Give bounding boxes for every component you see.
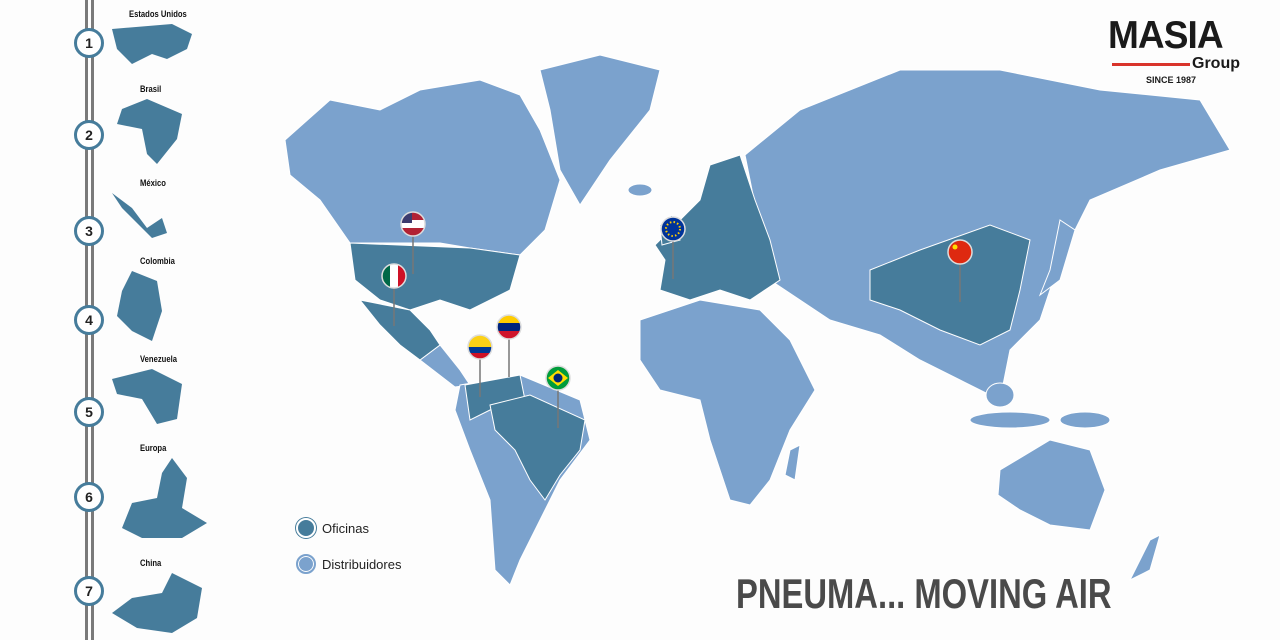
timeline-step-3: 3: [74, 216, 104, 246]
madagascar: [784, 444, 801, 481]
greenland: [539, 54, 661, 206]
timeline-label: China: [140, 558, 162, 568]
timeline-step-7: 7: [74, 576, 104, 606]
timeline-label: Brasil: [140, 84, 162, 94]
indonesia: [969, 411, 1051, 429]
legend-office: Oficinas: [296, 518, 369, 538]
china: [869, 224, 1031, 346]
venezuela-flag-icon[interactable]: [496, 314, 522, 377]
country-silhouette: [112, 573, 202, 633]
us-flag-icon[interactable]: [400, 211, 426, 274]
eu-flag-icon[interactable]: [660, 216, 686, 279]
country-silhouette: [117, 271, 162, 341]
iceland: [627, 183, 653, 197]
timeline-step-5: 5: [74, 397, 104, 427]
borneo: [985, 382, 1015, 408]
timeline-label: Estados Unidos: [129, 9, 187, 19]
logo-since: SINCE 1987: [1146, 75, 1197, 85]
europe: [654, 154, 781, 301]
masia-logo: MASIA Group SINCE 1987: [1108, 14, 1248, 88]
legend-distributor-label: Distribuidores: [322, 556, 402, 572]
timeline-label: Colombia: [140, 256, 175, 266]
mexico-flag-icon[interactable]: [381, 263, 407, 326]
country-silhouette: [112, 24, 192, 64]
new-zealand: [1128, 534, 1161, 582]
new-guinea: [1059, 411, 1111, 429]
colombia-flag-icon[interactable]: [467, 334, 493, 397]
canada-alaska: [284, 79, 561, 256]
distributor-swatch: [296, 554, 316, 574]
legend-office-label: Oficinas: [322, 520, 369, 536]
logo-name: MASIA: [1108, 14, 1224, 57]
country-silhouette: [112, 369, 182, 424]
timeline-label: Venezuela: [140, 354, 178, 364]
timeline-label: Europa: [140, 443, 167, 453]
mexico: [358, 299, 441, 361]
timeline-step-6: 6: [74, 482, 104, 512]
logo-sub: Group: [1192, 55, 1240, 72]
country-silhouette: [122, 458, 207, 538]
timeline-step-4: 4: [74, 305, 104, 335]
country-silhouette: [112, 193, 167, 238]
slogan: PNEUMA... MOVING AIR: [736, 570, 1112, 617]
timeline-step-2: 2: [74, 120, 104, 150]
country-silhouette: [117, 99, 182, 164]
timeline-label: México: [140, 178, 166, 188]
brazil-flag-icon[interactable]: [545, 365, 571, 428]
china-flag-icon[interactable]: [947, 239, 973, 302]
usa: [349, 242, 521, 311]
australia: [997, 439, 1106, 531]
japan: [1038, 219, 1076, 297]
legend-distributor: Distribuidores: [296, 554, 401, 574]
timeline-step-1: 1: [74, 28, 104, 58]
africa: [639, 299, 816, 506]
office-swatch: [296, 518, 316, 538]
logo-accent-bar: [1112, 63, 1190, 66]
